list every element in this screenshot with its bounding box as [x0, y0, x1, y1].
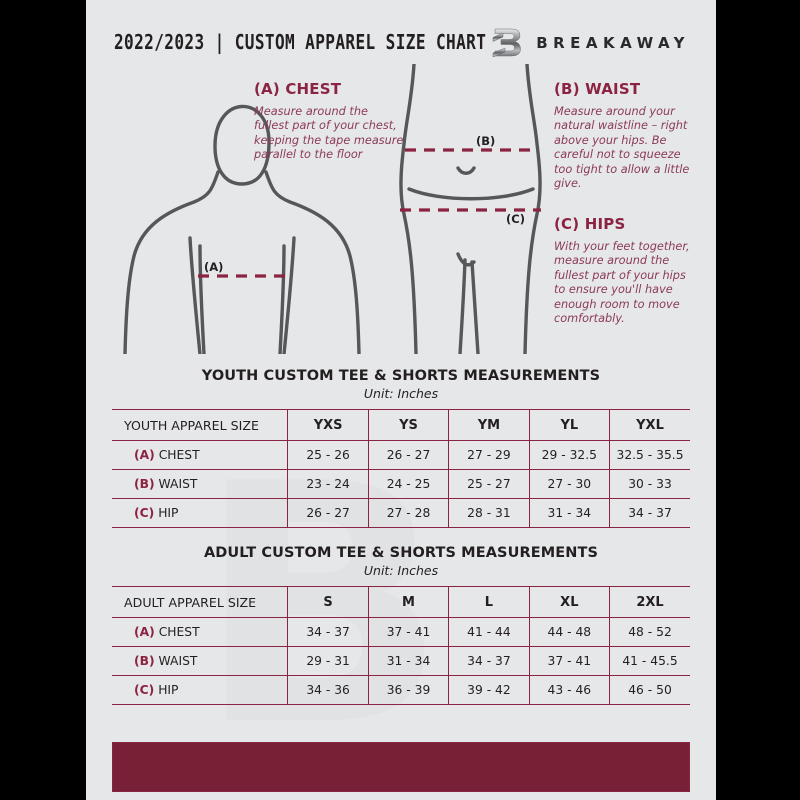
- adult-table-title: ADULT CUSTOM TEE & SHORTS MEASUREMENTS: [203, 545, 599, 561]
- row-label: (A) CHEST: [112, 440, 289, 470]
- youth-table-unit: Unit: Inches: [363, 386, 439, 401]
- row-name: HIP: [158, 683, 179, 697]
- waist-heading: (B) WAIST: [554, 80, 641, 98]
- row-tag: (A): [134, 448, 155, 462]
- table-row: (B) WAIST 23 - 24 24 - 25 25 - 27 27 - 3…: [112, 469, 690, 499]
- column-header: YXS: [287, 409, 369, 441]
- hips-heading: (C) HIPS: [554, 215, 626, 233]
- table-cell: 34 - 37: [448, 646, 530, 676]
- lower-body-figure: [399, 64, 542, 354]
- table-cell: 37 - 41: [529, 646, 611, 676]
- adult-size-table-block: ADULT CUSTOM TEE & SHORTS MEASUREMENTS U…: [112, 545, 690, 705]
- page-header: 2022/2023 | CUSTOM APPAREL SIZE CHART BR…: [86, 24, 716, 62]
- table-cell: 41 - 44: [448, 617, 530, 647]
- table-cell: 25 - 26: [287, 440, 369, 470]
- table-cell: 23 - 24: [287, 469, 369, 499]
- row-label: (B) WAIST: [112, 646, 289, 676]
- table-cell: 30 - 33: [609, 469, 690, 499]
- table-cell: 39 - 42: [448, 675, 530, 705]
- youth-table-title: YOUTH CUSTOM TEE & SHORTS MEASUREMENTS: [201, 368, 601, 384]
- youth-size-table-block: YOUTH CUSTOM TEE & SHORTS MEASUREMENTS U…: [112, 368, 690, 528]
- row-label: (A) CHEST: [112, 617, 289, 647]
- hips-description: (C) HIPS With your feet together, measur…: [554, 215, 692, 326]
- row-name: WAIST: [158, 477, 198, 491]
- table-row: (A) CHEST 34 - 37 37 - 41 41 - 44 44 - 4…: [112, 617, 690, 647]
- table-header-row: ADULT APPAREL SIZE S M L XL 2XL: [112, 586, 690, 618]
- waist-body: Measure around your natural waistline – …: [554, 105, 690, 191]
- column-header: YL: [529, 409, 611, 441]
- table-cell: 25 - 27: [448, 469, 530, 499]
- table-row: (C) HIP 34 - 36 36 - 39 39 - 42 43 - 46 …: [112, 675, 690, 705]
- table-cell: 34 - 36: [287, 675, 369, 705]
- brand-name: BREAKAWAY: [536, 34, 690, 52]
- table-cell: 24 - 25: [368, 469, 450, 499]
- waist-marker-label: (B): [476, 134, 496, 148]
- chest-description: (A) CHEST Measure around the fullest par…: [254, 80, 404, 163]
- table-cell: 27 - 30: [529, 469, 611, 499]
- column-header: XL: [529, 586, 611, 618]
- brand-lockup: BREAKAWAY: [492, 24, 690, 62]
- upper-body-figure: [123, 104, 361, 354]
- table-cell: 29 - 31: [287, 646, 369, 676]
- footer-bar: [112, 742, 690, 792]
- table-row: (C) HIP 26 - 27 27 - 28 28 - 31 31 - 34 …: [112, 498, 690, 528]
- row-label: (C) HIP: [112, 675, 289, 705]
- column-header: YS: [368, 409, 450, 441]
- row-name: CHEST: [158, 448, 200, 462]
- table-cell: 31 - 34: [368, 646, 450, 676]
- table-header-row: YOUTH APPAREL SIZE YXS YS YM YL YXL: [112, 409, 690, 441]
- page-title: 2022/2023 | CUSTOM APPAREL SIZE CHART: [114, 31, 487, 55]
- row-label: (C) HIP: [112, 498, 289, 528]
- column-header: 2XL: [609, 586, 690, 618]
- row-tag: (B): [134, 654, 155, 668]
- table-row: (A) CHEST 25 - 26 26 - 27 27 - 29 29 - 3…: [112, 440, 690, 470]
- youth-row-header-label: YOUTH APPAREL SIZE: [112, 409, 289, 441]
- table-cell: 37 - 41: [368, 617, 450, 647]
- table-cell: 31 - 34: [529, 498, 611, 528]
- column-header: YXL: [609, 409, 690, 441]
- row-label: (B) WAIST: [112, 469, 289, 499]
- measurement-diagrams: (A) (B) (C) (A) CHEST Measure around the…: [86, 64, 716, 364]
- adult-size-table: ADULT APPAREL SIZE S M L XL 2XL (A) CHES…: [112, 586, 690, 705]
- row-tag: (C): [134, 506, 155, 520]
- table-cell: 48 - 52: [609, 617, 690, 647]
- table-cell: 41 - 45.5: [609, 646, 690, 676]
- table-row: (B) WAIST 29 - 31 31 - 34 34 - 37 37 - 4…: [112, 646, 690, 676]
- table-cell: 26 - 27: [368, 440, 450, 470]
- row-name: HIP: [158, 506, 179, 520]
- chest-body: Measure around the fullest part of your …: [254, 105, 404, 162]
- youth-size-table: YOUTH APPAREL SIZE YXS YS YM YL YXL (A) …: [112, 409, 690, 528]
- table-cell: 36 - 39: [368, 675, 450, 705]
- table-cell: 28 - 31: [448, 498, 530, 528]
- table-cell: 46 - 50: [609, 675, 690, 705]
- table-cell: 34 - 37: [609, 498, 690, 528]
- row-tag: (A): [134, 625, 155, 639]
- row-tag: (B): [134, 477, 155, 491]
- hip-marker-label: (C): [506, 212, 525, 226]
- waist-description: (B) WAIST Measure around your natural wa…: [554, 80, 692, 191]
- column-header: M: [368, 586, 450, 618]
- breakaway-b-monogram-icon: [492, 28, 521, 58]
- table-cell: 26 - 27: [287, 498, 369, 528]
- table-cell: 27 - 28: [368, 498, 450, 528]
- column-header: L: [448, 586, 530, 618]
- column-header: YM: [448, 409, 530, 441]
- chest-marker-label: (A): [204, 260, 224, 274]
- table-cell: 44 - 48: [529, 617, 611, 647]
- adult-table-unit: Unit: Inches: [363, 563, 439, 578]
- hips-body: With your feet together, measure around …: [554, 240, 690, 326]
- table-cell: 34 - 37: [287, 617, 369, 647]
- row-name: WAIST: [158, 654, 198, 668]
- table-cell: 32.5 - 35.5: [609, 440, 690, 470]
- size-chart-page: B 2022/2023 | CUSTOM APPAREL SIZE CHART: [86, 0, 716, 800]
- table-cell: 29 - 32.5: [529, 440, 611, 470]
- row-tag: (C): [134, 683, 155, 697]
- row-name: CHEST: [158, 625, 200, 639]
- chest-heading: (A) CHEST: [254, 80, 342, 98]
- table-cell: 43 - 46: [529, 675, 611, 705]
- adult-row-header-label: ADULT APPAREL SIZE: [112, 586, 289, 618]
- table-cell: 27 - 29: [448, 440, 530, 470]
- column-header: S: [287, 586, 369, 618]
